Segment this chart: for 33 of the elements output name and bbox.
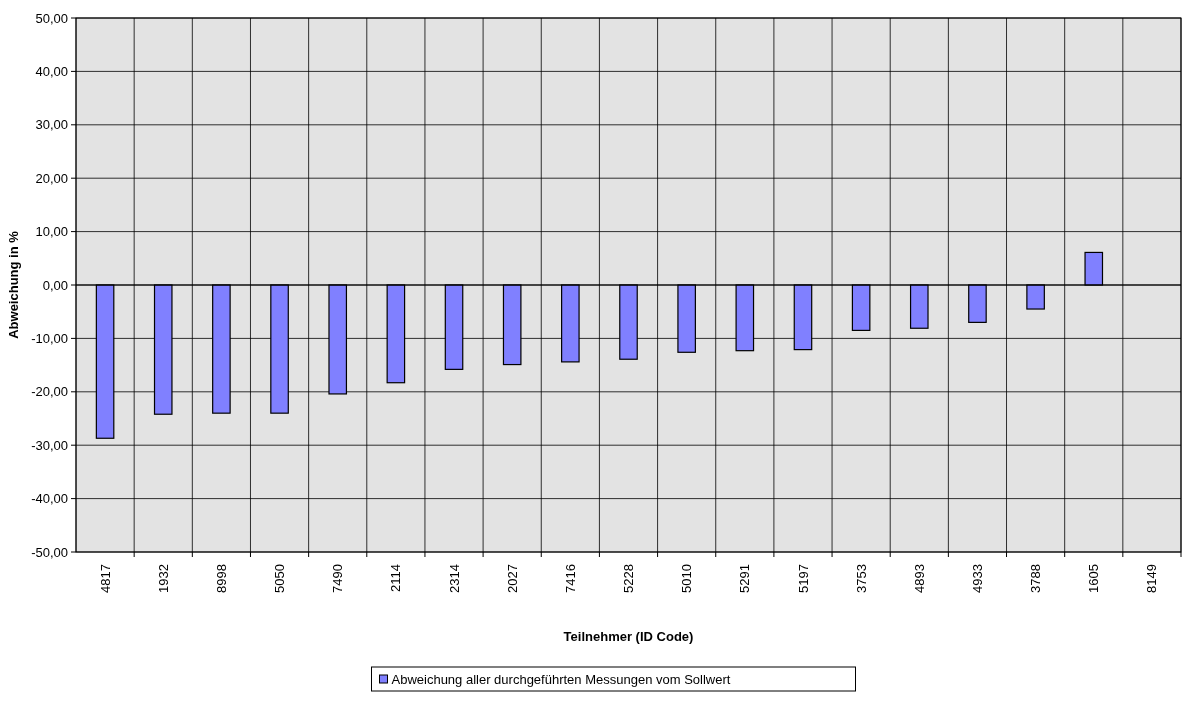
- x-tick-label: 5228: [621, 564, 637, 593]
- y-tick-label: 40,00: [35, 63, 68, 79]
- x-axis-title: Teilnehmer (ID Code): [563, 629, 694, 644]
- x-tick-label: 1605: [1086, 564, 1102, 593]
- legend-label: Abweichung aller durchgeführten Messungen vom Sollwert: [391, 671, 731, 687]
- x-tick-label: 2114: [388, 564, 404, 592]
- x-tick-label: 4817: [97, 564, 113, 593]
- x-tick-label: 8149: [1144, 564, 1160, 593]
- y-tick-label: -10,00: [31, 330, 68, 346]
- y-tick-label: -50,00: [31, 544, 68, 560]
- x-tick-label: 7490: [330, 564, 346, 593]
- y-tick-label: 20,00: [35, 170, 68, 186]
- y-axis-title: Abweichung in %: [6, 230, 21, 339]
- x-tick-label: 7416: [562, 564, 578, 593]
- x-tick-label: 2314: [446, 564, 462, 593]
- y-tick-label: 50,00: [35, 10, 68, 26]
- x-tick-label: 2027: [504, 564, 520, 593]
- y-tick-label: 10,00: [35, 224, 68, 240]
- x-tick-label: 5010: [679, 564, 695, 593]
- y-tick-label: 30,00: [35, 117, 68, 133]
- y-tick-label: -20,00: [31, 384, 68, 400]
- x-tick-label: 5050: [272, 564, 288, 593]
- x-tick-label: 8998: [213, 564, 229, 593]
- x-tick-label: 1932: [155, 564, 171, 593]
- x-tick-label: 5197: [795, 564, 811, 593]
- x-tick-label: 4933: [970, 564, 985, 593]
- y-tick-label: 0,00: [42, 277, 68, 293]
- x-tick-label: 4893: [911, 564, 927, 593]
- x-tick-label: 3788: [1028, 564, 1044, 593]
- x-tick-label: 5291: [737, 564, 753, 593]
- y-tick-label: -40,00: [31, 491, 68, 507]
- y-tick-label: -30,00: [31, 437, 68, 453]
- x-tick-label: 3753: [853, 564, 869, 593]
